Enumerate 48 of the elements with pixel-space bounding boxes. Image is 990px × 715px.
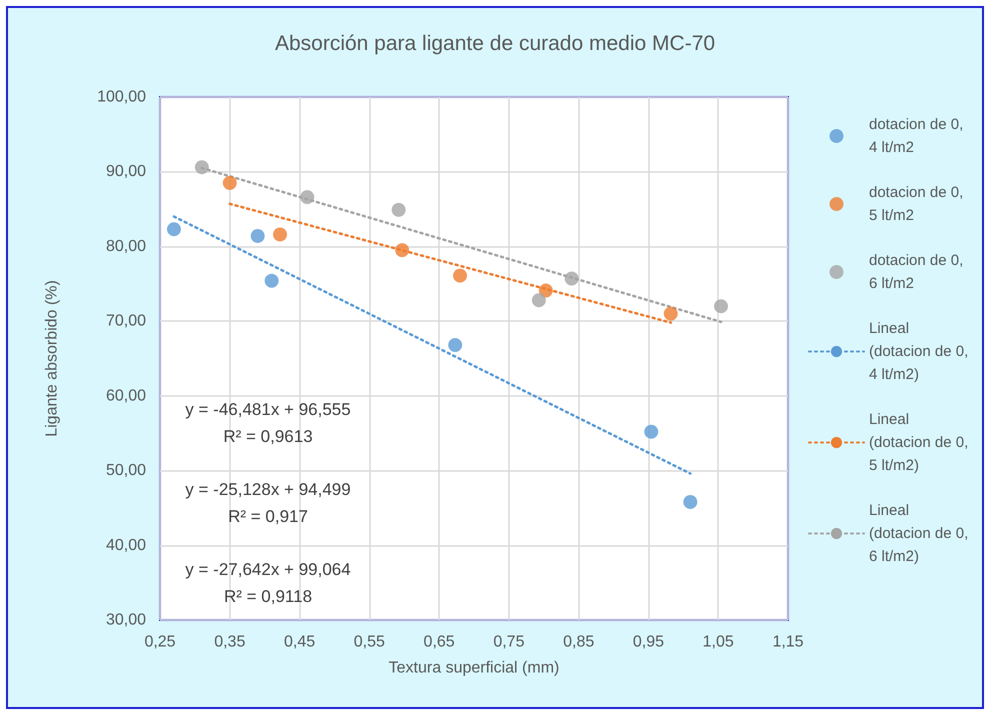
x-tick-label: 0,95: [632, 634, 664, 650]
x-tick-label: 0,25: [144, 634, 176, 650]
point: [664, 306, 678, 321]
x-tick-label: 0,85: [563, 634, 594, 650]
x-tick-label: 1,05: [702, 634, 734, 650]
y-tick-label: 70,00: [106, 312, 146, 330]
legend-label: dotacion de 0,6 lt/m2: [869, 252, 964, 292]
annotation: y = -46,481x + 96,555 R² = 0,9613: [185, 400, 351, 446]
point: [250, 228, 265, 243]
legend-label: dotacion de 0,5 lt/m2: [869, 184, 964, 224]
y-tick-label: 30,00: [106, 612, 146, 628]
point: [392, 202, 406, 217]
y-tick-label: 50,00: [106, 462, 146, 480]
point: [714, 299, 728, 314]
x-tick-label: 0,45: [284, 634, 316, 650]
point: [395, 243, 410, 258]
point: [166, 222, 181, 236]
point: [564, 272, 579, 286]
point: [453, 268, 468, 283]
legend-label: Lineal (dotacion de 0,6 lt/m2): [869, 502, 968, 565]
y-tick-label: 80,00: [106, 238, 146, 255]
point: [538, 284, 553, 298]
legend-label: Lineal (dotacion de 0,4 lt/m2): [869, 320, 968, 383]
x-tick-label: 0,55: [354, 634, 386, 650]
legend-label: Lineal (dotacion de 0,5 lt/m2): [869, 411, 968, 474]
x-tick-label: 0,35: [214, 634, 246, 650]
point: [644, 424, 658, 439]
point: [194, 160, 209, 174]
point: [448, 338, 462, 352]
annotation: y = -27,642x + 99,064 R² = 0,9118: [185, 560, 351, 606]
y-axis-title: Ligante absorbido (%): [44, 280, 60, 437]
point: [222, 176, 237, 190]
y-tick-label: 90,00: [106, 163, 146, 180]
x-tick-label: 0,75: [493, 634, 525, 650]
point: [683, 494, 698, 509]
y-tick-label: 60,00: [106, 387, 146, 404]
x-tick-label: 0,65: [424, 634, 455, 650]
annotation: y = -25,128x + 94,499 R² = 0,917: [185, 480, 351, 526]
y-tick-label: 100,00: [97, 88, 146, 106]
x-axis-title: Textura superficial (mm): [388, 660, 560, 676]
point: [532, 293, 546, 308]
x-tick-label: 1,15: [772, 634, 804, 650]
point: [264, 274, 279, 288]
legend-label: dotacion de 0,4 lt/m2: [869, 116, 964, 156]
y-tick-label: 40,00: [106, 536, 146, 554]
point: [273, 227, 288, 242]
point: [300, 190, 314, 204]
chart-title: Absorción para ligante de curado medio MC-70: [274, 32, 716, 55]
